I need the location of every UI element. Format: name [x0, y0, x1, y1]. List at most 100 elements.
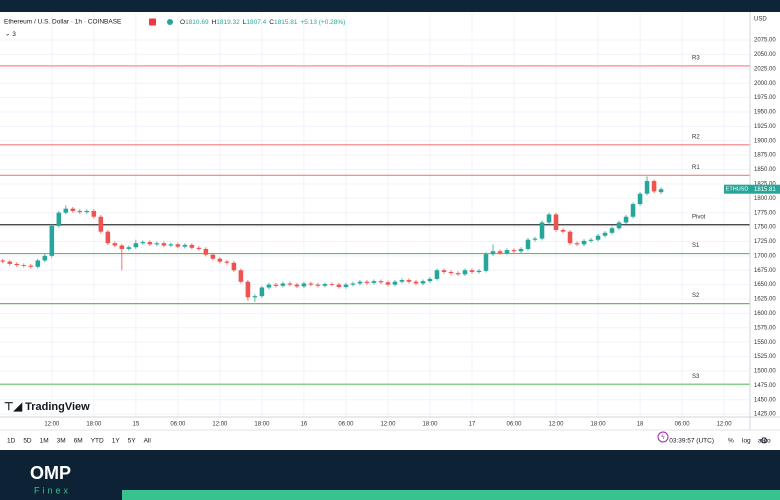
- x-tick-label: 06:00: [675, 422, 691, 428]
- x-tick-label: 18:00: [422, 422, 438, 428]
- settings-icon[interactable]: ⚙: [760, 435, 768, 445]
- candle-body: [154, 243, 160, 245]
- range-button[interactable]: YTD: [91, 438, 104, 445]
- candle-body: [329, 284, 335, 285]
- range-button[interactable]: All: [144, 438, 152, 445]
- ohlc-prefix: H: [212, 19, 217, 26]
- top-bar: [0, 0, 780, 12]
- candle-body: [413, 281, 419, 284]
- candle-body: [203, 248, 209, 255]
- scale-option[interactable]: %: [728, 438, 734, 445]
- x-tick-label: 16: [301, 422, 308, 428]
- candle-body: [504, 250, 510, 253]
- candle-body: [112, 243, 118, 246]
- candle-body: [147, 242, 153, 245]
- candle-body: [98, 216, 104, 232]
- range-button[interactable]: 6M: [74, 438, 83, 445]
- candle-body: [518, 248, 524, 252]
- y-tick-label: 1925.00: [754, 124, 776, 130]
- candle-body: [56, 212, 62, 226]
- candle-body: [91, 210, 97, 217]
- candle-body: [427, 278, 433, 282]
- candle-body: [28, 265, 34, 267]
- y-tick-label: 1725.00: [754, 239, 776, 245]
- candle-body: [161, 243, 167, 246]
- price-label-bg: [750, 184, 780, 194]
- range-button[interactable]: 5Y: [128, 438, 137, 445]
- candle-body: [126, 247, 132, 249]
- currency[interactable]: USD: [754, 17, 767, 23]
- y-tick-label: 2075.00: [754, 38, 776, 44]
- candle-body: [322, 284, 328, 286]
- candle-body: [637, 193, 643, 205]
- candle-body: [497, 251, 503, 253]
- candle-body: [315, 284, 321, 286]
- pivot-label: S1: [692, 243, 700, 249]
- pivot-label: R3: [692, 56, 700, 62]
- candle-body: [364, 281, 370, 283]
- candle-body: [392, 281, 398, 285]
- x-tick-label: 17: [469, 422, 476, 428]
- events-icon[interactable]: [657, 431, 669, 443]
- y-tick-label: 2050.00: [754, 52, 776, 58]
- candle-body: [623, 216, 629, 223]
- range-button[interactable]: 3M: [57, 438, 66, 445]
- brand-name: OMP: [30, 463, 71, 483]
- candle-body: [434, 270, 440, 279]
- brand-sub: Finex: [34, 485, 71, 495]
- scale-option[interactable]: auto: [758, 438, 771, 445]
- range-button[interactable]: 1M: [40, 438, 49, 445]
- scale-option[interactable]: log: [742, 438, 751, 445]
- candle-body: [14, 263, 20, 266]
- watermark: ⊤◢ TradingView: [4, 401, 90, 413]
- x-tick-label: 18:00: [591, 422, 607, 428]
- change: +5.13 (+0.28%): [300, 19, 345, 26]
- range-button[interactable]: 1Y: [112, 438, 121, 445]
- candle-body: [49, 225, 55, 256]
- candle-body: [595, 235, 601, 240]
- candle-body: [42, 255, 48, 261]
- candle-body: [490, 251, 496, 255]
- candle-body: [378, 281, 384, 283]
- candle-body: [217, 258, 223, 262]
- toolbar: 1D 5D 1M 3M 6M YTD 1Y 5Y All 03:39:57 (UTC)% log au…: [7, 438, 771, 445]
- x-tick-label: 15: [133, 422, 140, 428]
- candle-body: [77, 210, 83, 213]
- x-tick-label: 06:00: [338, 422, 354, 428]
- market-status: [167, 19, 173, 25]
- y-tick-label: 1975.00: [754, 95, 776, 101]
- price-label: 1815.81: [754, 187, 776, 193]
- y-tick-label: 1450.00: [754, 397, 776, 403]
- x-tick-label: 18:00: [86, 422, 102, 428]
- candle-body: [224, 261, 230, 263]
- candle-body: [196, 247, 202, 249]
- y-tick-label: 1675.00: [754, 268, 776, 274]
- ohlc-high: 1819.32: [216, 19, 240, 26]
- y-tick-label: 1575.00: [754, 325, 776, 331]
- candle-body: [420, 281, 426, 284]
- candle-body: [399, 280, 405, 282]
- candle-body: [630, 204, 636, 217]
- candle-body: [546, 214, 552, 223]
- candle-body: [301, 283, 307, 287]
- pivot-label: S2: [692, 293, 700, 299]
- y-tick-label: 1600.00: [754, 311, 776, 317]
- y-tick-label: 1900.00: [754, 138, 776, 144]
- range-button[interactable]: 1D: [7, 438, 16, 445]
- range-button[interactable]: 5D: [23, 438, 32, 445]
- indicator-toggle[interactable]: ⌄ 3: [5, 31, 16, 38]
- candle-body: [602, 232, 608, 236]
- candle-body: [644, 181, 650, 194]
- candle-body: [560, 229, 566, 232]
- y-tick-label: 1825.00: [754, 182, 776, 188]
- y-tick-label: 1625.00: [754, 297, 776, 303]
- candle-body: [406, 280, 412, 282]
- candle-body: [168, 244, 174, 246]
- candle-body: [245, 281, 251, 298]
- candle-body: [616, 222, 622, 229]
- candle-body: [308, 283, 314, 285]
- candle-body: [455, 273, 461, 275]
- candle-body: [532, 238, 538, 240]
- y-tick-label: 1875.00: [754, 153, 776, 159]
